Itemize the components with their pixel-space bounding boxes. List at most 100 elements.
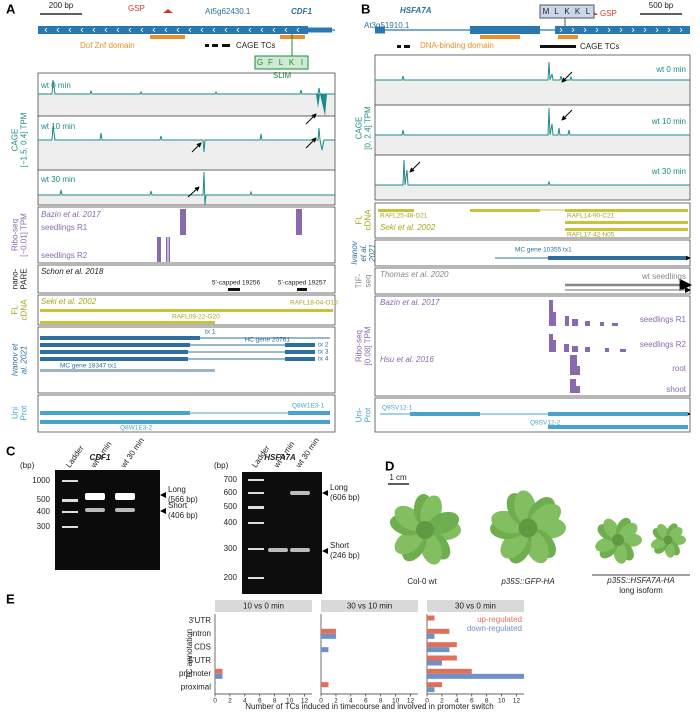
rect-shape bbox=[397, 45, 401, 48]
chevron bbox=[655, 27, 659, 33]
primer-label: GSP bbox=[128, 4, 145, 13]
rect-shape bbox=[38, 26, 308, 34]
rect-shape bbox=[285, 357, 315, 361]
track-axis-label: Ivanov et bbox=[11, 343, 20, 376]
ladder-size: 400 bbox=[37, 507, 51, 516]
ladder-band bbox=[62, 480, 78, 482]
track-axis-label: PARE bbox=[20, 268, 29, 289]
x-tick-label: 0 bbox=[213, 698, 217, 705]
source-label: Bazin et al. 2017 bbox=[41, 210, 101, 219]
leaf bbox=[618, 522, 638, 541]
x-tick-label: 2 bbox=[228, 698, 232, 705]
rect-shape bbox=[548, 412, 688, 416]
panel-label: C bbox=[6, 443, 16, 458]
legend-entry: down-regulated bbox=[467, 624, 522, 633]
facet-title: 30 vs 0 min bbox=[455, 602, 496, 611]
track-label: wt 0 min bbox=[40, 81, 71, 90]
x-tick-label: 6 bbox=[258, 698, 262, 705]
cage-tcs-label: CAGE TCs bbox=[236, 41, 275, 50]
scale-label: 1 cm bbox=[389, 473, 407, 482]
motif-letter: L bbox=[586, 7, 591, 16]
x-tick-label: 12 bbox=[301, 698, 309, 705]
rect-shape bbox=[553, 312, 556, 326]
bar bbox=[321, 647, 329, 653]
rect-shape bbox=[37, 326, 336, 394]
clone-label: RAFL14-90-C21 bbox=[567, 213, 615, 220]
figure-texts: A 200 bp GSP At5g62430.1 CDF1 Dof Znf domain C… bbox=[6, 1, 687, 606]
rect-shape bbox=[40, 309, 333, 312]
rect-shape bbox=[37, 72, 336, 206]
chevron bbox=[236, 27, 240, 33]
x-tick-label: 8 bbox=[485, 698, 489, 705]
rect-shape bbox=[285, 350, 315, 354]
band-arrow bbox=[322, 548, 328, 554]
bar bbox=[427, 615, 435, 621]
chevron bbox=[188, 27, 192, 33]
band-name: Long bbox=[330, 483, 348, 492]
panel-label: B bbox=[361, 1, 370, 16]
rect-shape bbox=[296, 209, 302, 235]
x-tick-label: 10 bbox=[286, 698, 294, 705]
bar bbox=[321, 628, 336, 634]
rect-shape bbox=[404, 45, 410, 48]
transcript-label: tx 2 bbox=[318, 342, 329, 349]
isoform-label: Q9SV12-2 bbox=[530, 420, 561, 427]
ladder-band bbox=[248, 548, 264, 550]
source-label: Seki et al. 2002 bbox=[41, 297, 97, 306]
rect-shape bbox=[375, 80, 690, 105]
band-name: Short bbox=[330, 541, 350, 550]
rect-shape bbox=[168, 237, 170, 262]
track-axis-label: Uni bbox=[11, 407, 20, 419]
x-tick-label: 10 bbox=[498, 698, 506, 705]
rect-shape bbox=[375, 185, 690, 200]
bar bbox=[427, 668, 472, 674]
ladder-band bbox=[248, 492, 264, 494]
rect-shape bbox=[480, 35, 520, 39]
isoform-label: Q8W1E3-1 bbox=[292, 403, 325, 410]
panel-label: E bbox=[6, 591, 15, 606]
track-label: shoot bbox=[666, 385, 686, 394]
domain-label: DNA-binding domain bbox=[420, 41, 494, 50]
legend-entry: up-regulated bbox=[477, 615, 522, 624]
track-axis-label: 2021 bbox=[368, 244, 377, 263]
rect-shape bbox=[288, 411, 330, 415]
chevron bbox=[631, 27, 635, 33]
cage-tcs-label: CAGE TCs bbox=[580, 42, 619, 51]
ladder-size: 600 bbox=[224, 488, 238, 497]
panel-label: D bbox=[385, 458, 394, 473]
figure-graphics bbox=[37, 4, 693, 594]
rect-shape bbox=[254, 55, 309, 70]
path-shape bbox=[163, 9, 173, 13]
transcript-label: HC gene 20761 bbox=[244, 337, 290, 344]
plant-note: long isoform bbox=[619, 586, 663, 595]
rect-shape bbox=[565, 221, 688, 224]
band-name: Long bbox=[168, 485, 186, 494]
x-tick-label: 4 bbox=[349, 698, 353, 705]
track-label: seedlings R2 bbox=[640, 340, 687, 349]
line-shape bbox=[305, 113, 317, 125]
path-shape bbox=[300, 94, 327, 116]
facet-header bbox=[215, 600, 312, 612]
rect-shape bbox=[570, 379, 576, 393]
x-tick-label: 8 bbox=[379, 698, 383, 705]
track-label: wt 0 min bbox=[655, 65, 686, 74]
rect-shape bbox=[40, 411, 190, 415]
rect-shape bbox=[585, 347, 590, 352]
y-tick-label: promoter bbox=[179, 669, 211, 678]
chevron bbox=[643, 27, 647, 33]
rect-shape bbox=[378, 209, 414, 212]
rect-shape bbox=[212, 44, 218, 47]
peak-label: 5'-capped 19257 bbox=[278, 280, 327, 287]
chevron bbox=[224, 27, 228, 33]
chevron bbox=[68, 27, 72, 33]
track-axis-label: [0.08] TPM bbox=[364, 326, 373, 365]
rosette-center bbox=[518, 518, 538, 538]
chevron bbox=[116, 27, 120, 33]
gel-band bbox=[115, 493, 135, 500]
x-tick-label: 12 bbox=[513, 698, 521, 705]
rect-shape bbox=[37, 264, 336, 294]
leaf bbox=[650, 537, 667, 549]
x-tick-label: 12 bbox=[407, 698, 415, 705]
chevron bbox=[152, 27, 156, 33]
chevron bbox=[44, 27, 48, 33]
